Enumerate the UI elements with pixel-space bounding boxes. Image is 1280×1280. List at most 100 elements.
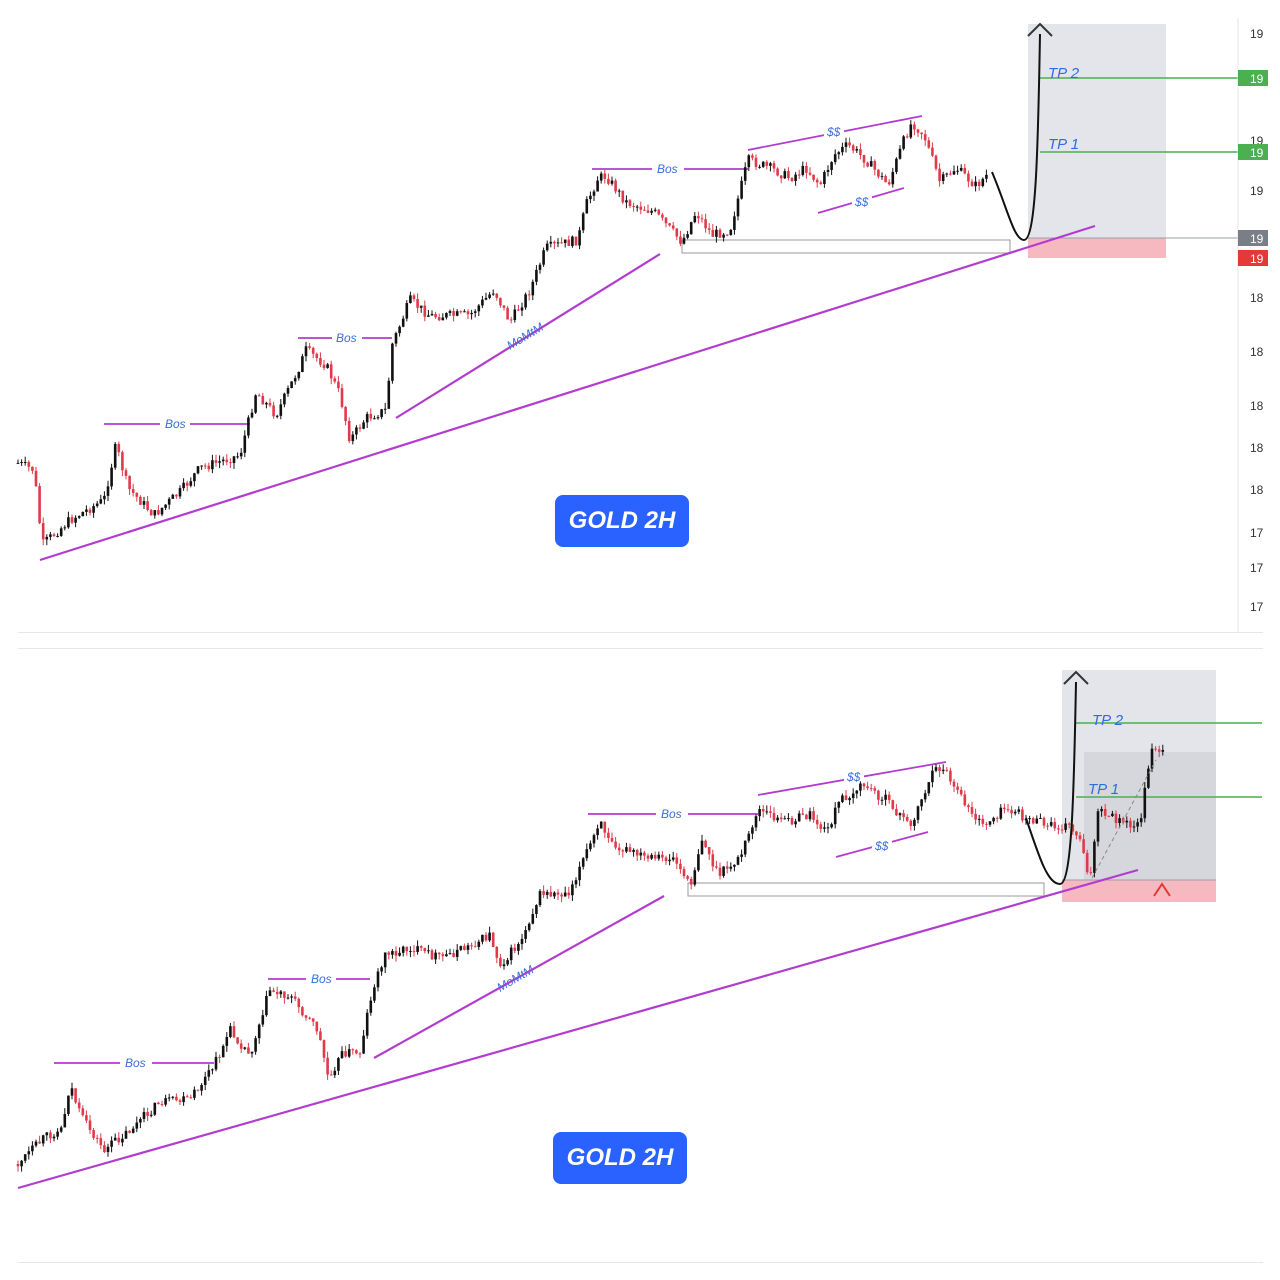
candle-body	[488, 932, 491, 941]
candle-body	[779, 175, 783, 179]
candle-body	[23, 1154, 27, 1161]
candle-body	[77, 1102, 81, 1109]
candle-body	[625, 847, 628, 852]
candle-body	[1028, 818, 1031, 820]
candle-body	[563, 892, 567, 897]
candle-body	[275, 415, 279, 417]
candle-body	[329, 1074, 333, 1076]
candle-body	[423, 947, 427, 952]
candle-body	[203, 1076, 207, 1085]
candle-body	[41, 523, 45, 540]
candle-body	[322, 364, 326, 368]
candle-body	[538, 891, 542, 906]
candle-body	[448, 311, 452, 314]
bos-label: Bos	[125, 1056, 146, 1070]
candle-body	[524, 930, 527, 939]
candle-body	[49, 534, 52, 537]
candle-body	[733, 864, 736, 867]
candle-body	[801, 813, 805, 815]
candle-body	[391, 343, 394, 381]
candle-body	[394, 333, 398, 344]
candle-body	[725, 866, 729, 869]
candle-body	[941, 769, 945, 772]
candle-body	[293, 996, 297, 999]
candle-body	[589, 195, 592, 200]
candle-body	[142, 501, 146, 505]
candle-body	[902, 136, 905, 149]
candle-body	[1129, 820, 1132, 828]
candle-body	[715, 866, 718, 868]
candle-body	[837, 152, 841, 155]
candle-body	[913, 819, 916, 826]
candle-body	[873, 161, 877, 170]
candle-body	[301, 356, 304, 373]
candle-body	[315, 353, 319, 359]
candle-body	[981, 818, 985, 824]
candle-body	[128, 475, 131, 490]
candle-body	[772, 163, 776, 169]
candle-body	[941, 174, 945, 181]
candle-body	[455, 949, 459, 957]
candle-body	[452, 953, 455, 957]
candle-body	[992, 817, 995, 822]
candle-body	[999, 807, 1003, 819]
candle-body	[362, 422, 365, 429]
candle-body	[20, 462, 23, 464]
candle-body	[679, 236, 682, 244]
candle-body	[783, 818, 787, 820]
candle-body	[542, 891, 545, 895]
price-tick: 18	[1250, 291, 1264, 305]
candle-body	[646, 210, 650, 213]
candle-body	[617, 847, 621, 851]
candle-body	[797, 174, 801, 176]
candle-body	[751, 155, 754, 158]
candle-body	[1143, 787, 1147, 819]
candle-body	[88, 509, 92, 513]
candle-body	[265, 402, 268, 405]
candle-body	[272, 990, 275, 992]
momtm-line	[395, 253, 661, 419]
candle-body	[88, 1120, 92, 1131]
separator	[18, 648, 1263, 649]
candle-body	[693, 870, 697, 885]
candle-body	[1031, 818, 1035, 824]
candle-body	[254, 395, 257, 413]
candle-body	[311, 1018, 315, 1022]
candle-body	[1082, 839, 1085, 853]
candle-body	[808, 811, 812, 820]
bos-label: Bos	[336, 331, 357, 345]
candle-body	[959, 167, 963, 171]
candle-body	[877, 790, 880, 800]
candle-body	[139, 496, 142, 505]
candle-body	[365, 413, 369, 423]
candle-body	[405, 303, 409, 319]
candle-body	[671, 857, 675, 860]
candle-body	[751, 827, 754, 834]
candle-body	[117, 1137, 121, 1143]
candle-body	[592, 191, 596, 196]
candle-body	[250, 412, 254, 418]
tp1-label: TP 1	[1048, 136, 1079, 153]
candle-body	[229, 462, 232, 464]
candle-body	[535, 905, 538, 914]
candle-body	[153, 1102, 157, 1115]
candle-body	[823, 171, 826, 184]
candle-body	[34, 1141, 38, 1146]
candle-body	[45, 536, 49, 540]
candle-body	[491, 293, 495, 295]
candle-body	[243, 1047, 247, 1049]
candle-body	[625, 200, 628, 203]
candle-body	[967, 173, 970, 182]
candle-body	[862, 783, 866, 787]
candle-body	[146, 501, 149, 510]
candle-body	[157, 1102, 160, 1105]
candle-body	[81, 1108, 85, 1116]
candle-body	[524, 294, 527, 308]
candle-body	[344, 1051, 347, 1057]
candle-body	[873, 788, 877, 791]
candle-body	[380, 967, 383, 972]
candle-body	[459, 946, 463, 950]
candle-body	[117, 443, 121, 453]
candle-body	[1053, 822, 1057, 829]
candle-body	[909, 124, 913, 138]
